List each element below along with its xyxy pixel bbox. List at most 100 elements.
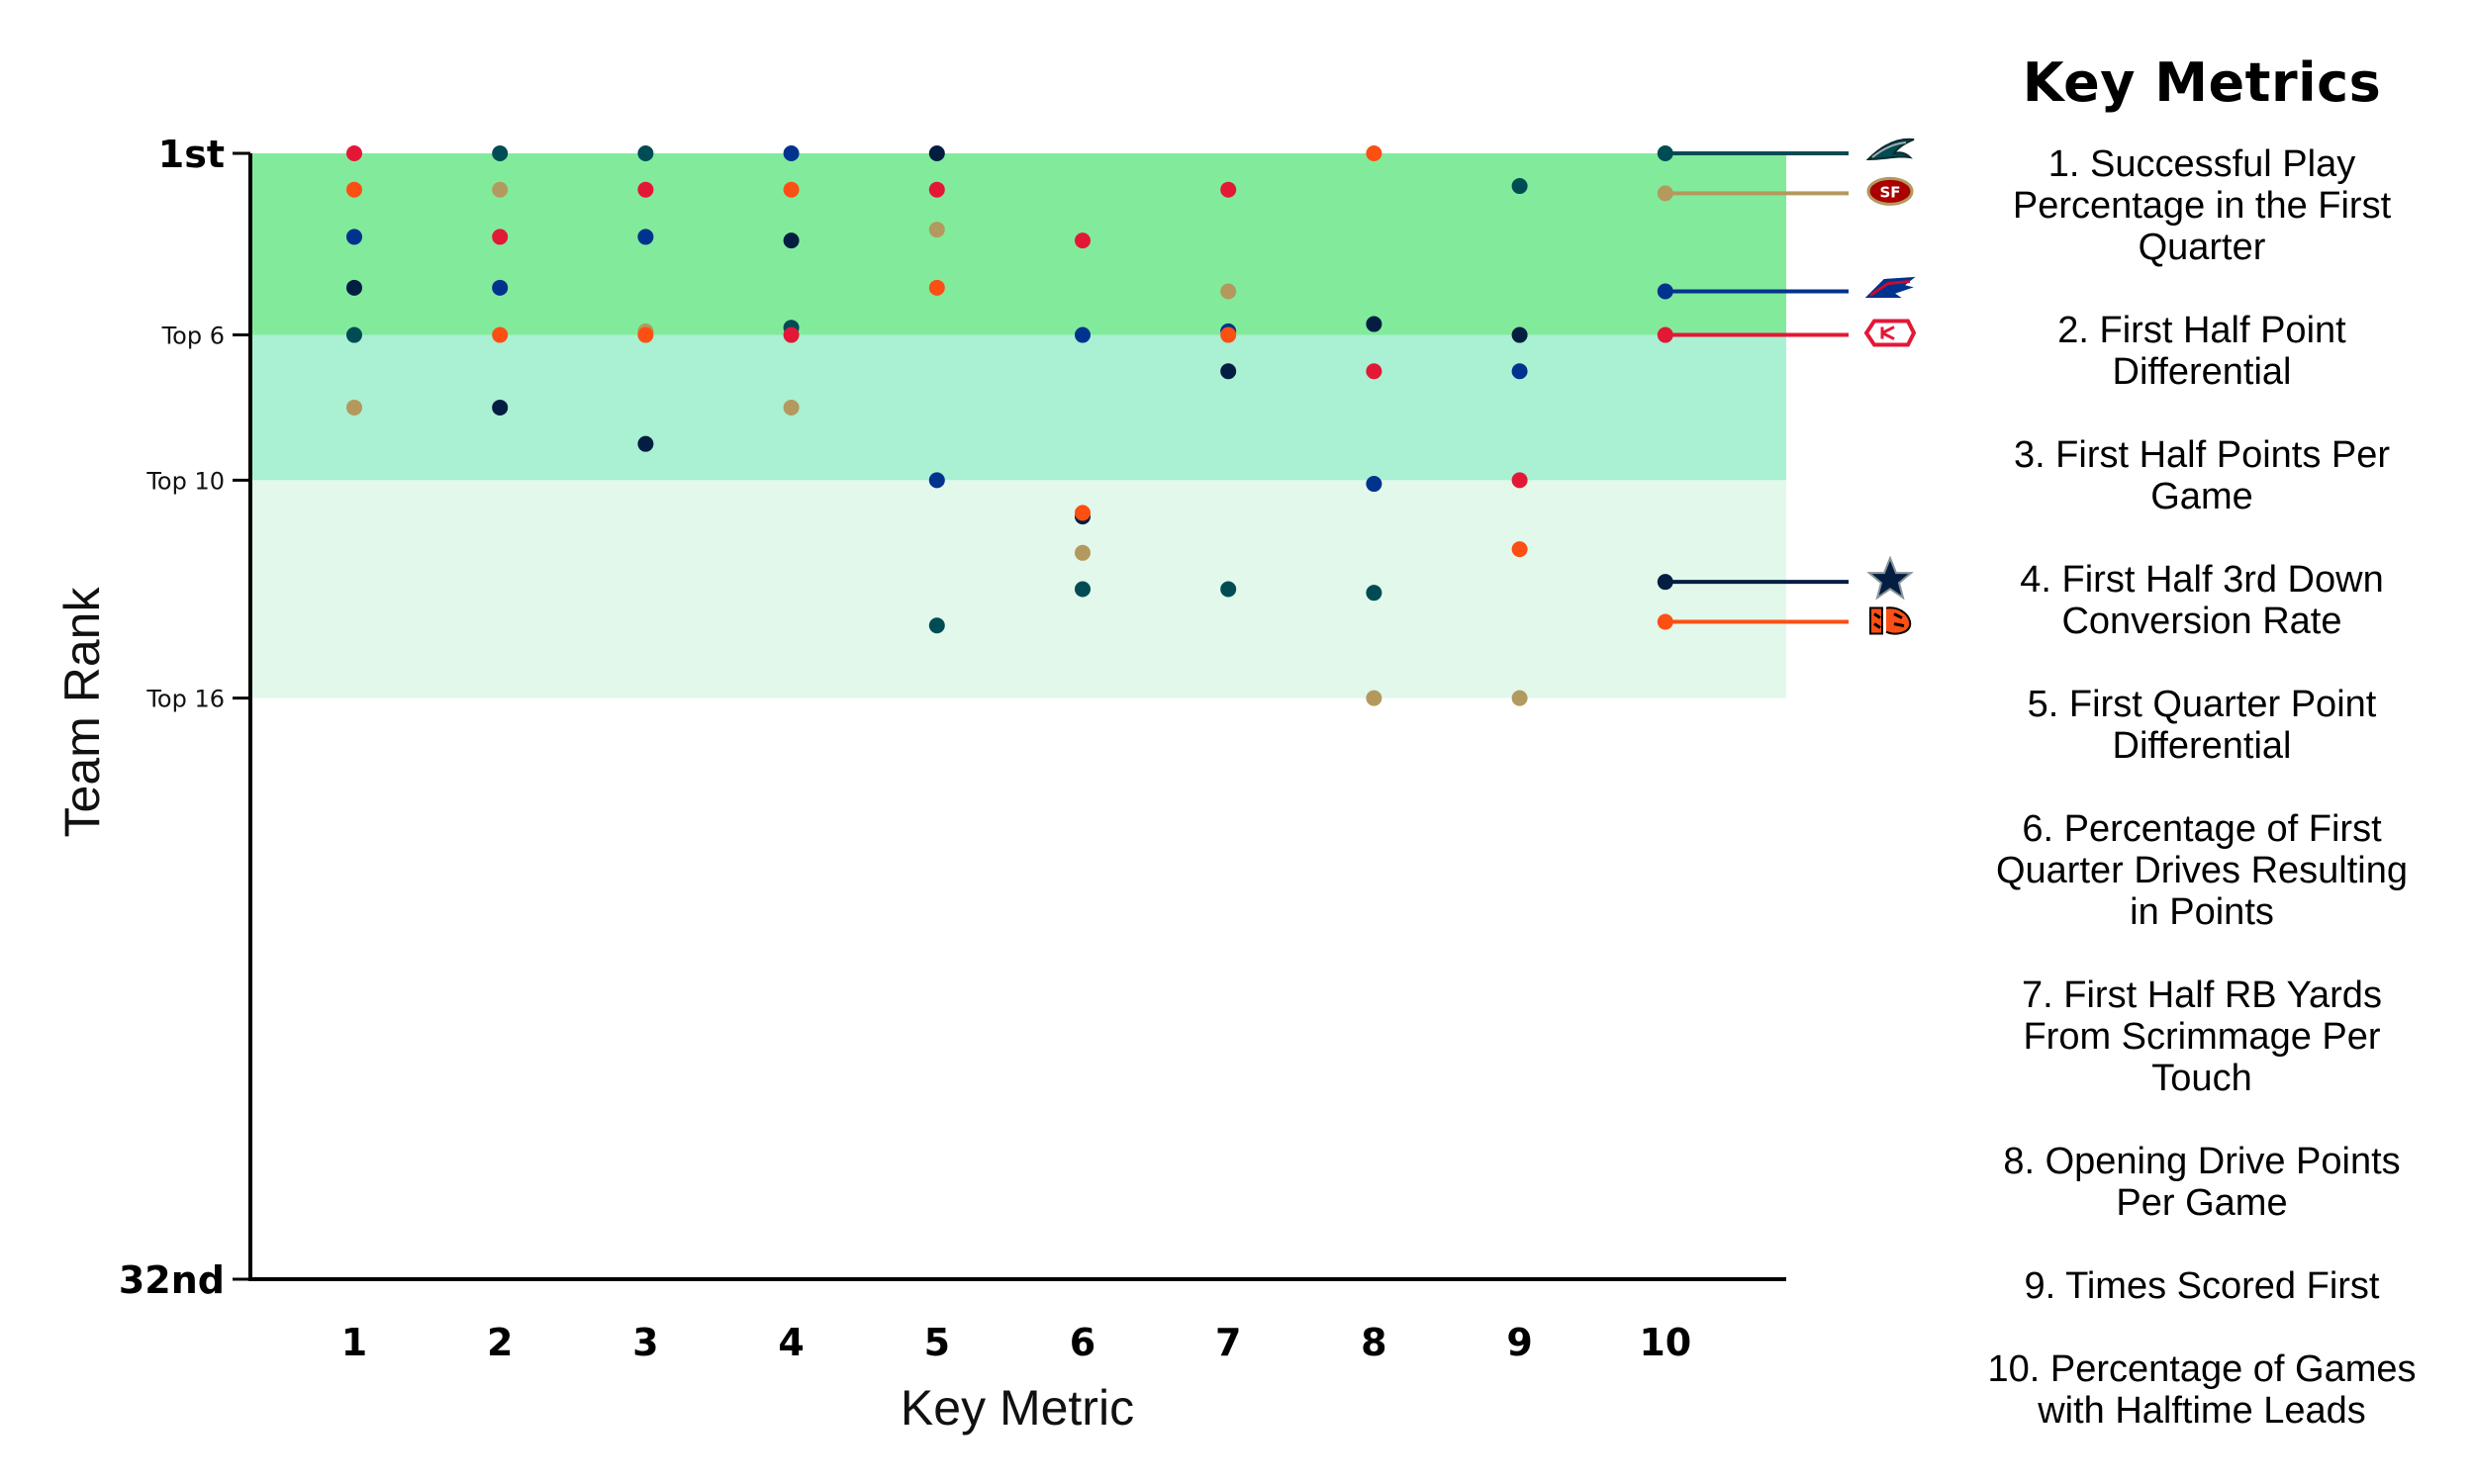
data-point bbox=[928, 279, 945, 296]
49ers-logo-icon: SF bbox=[1866, 176, 1914, 206]
data-point bbox=[1220, 581, 1237, 598]
data-point bbox=[1657, 145, 1673, 161]
x-tick-label: 9 bbox=[1506, 1321, 1532, 1364]
data-points bbox=[346, 145, 1673, 706]
x-tick-label: 1 bbox=[341, 1321, 367, 1364]
data-point bbox=[1511, 363, 1528, 380]
y-axis-ticks: 1st Top 6 Top 10 Top 16 32nd bbox=[119, 133, 250, 1302]
data-point bbox=[1366, 690, 1382, 706]
data-point bbox=[346, 279, 362, 296]
y-tick-label: Top 10 bbox=[145, 467, 225, 495]
y-tick-label: Top 16 bbox=[145, 686, 225, 713]
data-point bbox=[637, 181, 654, 198]
x-tick-label: 6 bbox=[1070, 1321, 1095, 1364]
data-point bbox=[492, 181, 509, 198]
data-point bbox=[1511, 472, 1528, 489]
data-point bbox=[1657, 185, 1673, 202]
y-axis-title: Team Rank bbox=[54, 587, 110, 838]
y-tick-label: Top 6 bbox=[161, 323, 225, 350]
bengals-logo-icon bbox=[1869, 606, 1912, 635]
data-point bbox=[1511, 326, 1528, 343]
key-metric-item: 6. Percentage of First Quarter Drives Re… bbox=[1995, 808, 2409, 933]
x-tick-label: 8 bbox=[1361, 1321, 1386, 1364]
data-point bbox=[1075, 581, 1091, 598]
data-point bbox=[1366, 316, 1382, 332]
key-metrics-list: 1. Successful Play Percentage in the Fir… bbox=[1969, 143, 2434, 1432]
data-point bbox=[1075, 232, 1091, 249]
data-point bbox=[1366, 585, 1382, 602]
data-point bbox=[492, 326, 509, 343]
key-metric-item: 2. First Half Point Differential bbox=[2057, 310, 2346, 393]
y-tick-label: 1st bbox=[158, 133, 225, 176]
rank-band-3 bbox=[250, 480, 1786, 698]
data-point bbox=[1657, 613, 1673, 630]
data-point bbox=[783, 145, 800, 161]
eagles-logo-icon bbox=[1865, 138, 1915, 161]
data-point bbox=[1511, 541, 1528, 558]
bills-logo-icon bbox=[1864, 276, 1916, 298]
data-point bbox=[637, 435, 654, 452]
rank-band-1 bbox=[250, 153, 1786, 335]
y-tick-label: 32nd bbox=[119, 1258, 225, 1302]
key-metrics-title: Key Metrics bbox=[2022, 51, 2382, 114]
data-point bbox=[928, 145, 945, 161]
data-point bbox=[1366, 145, 1382, 161]
data-point bbox=[1220, 283, 1237, 300]
data-point bbox=[1511, 690, 1528, 706]
cowboys-logo-icon bbox=[1866, 555, 1914, 601]
x-axis-ticks: 1 2 3 4 5 6 7 8 9 10 bbox=[341, 1321, 1691, 1364]
data-point bbox=[346, 229, 362, 245]
rank-bands bbox=[250, 153, 1786, 698]
data-point bbox=[1220, 326, 1237, 343]
key-metric-item: 8. Opening Drive Points Per Game bbox=[2003, 1141, 2401, 1224]
key-metric-item: 5. First Quarter Point Differential bbox=[2027, 684, 2377, 767]
x-tick-label: 5 bbox=[924, 1321, 950, 1364]
data-point bbox=[1511, 178, 1528, 195]
data-point bbox=[783, 181, 800, 198]
data-point bbox=[637, 326, 654, 343]
chiefs-logo-icon bbox=[1863, 319, 1917, 347]
data-point bbox=[1657, 326, 1673, 343]
data-point bbox=[928, 617, 945, 634]
key-metric-item: 1. Successful Play Percentage in the Fir… bbox=[2012, 143, 2392, 268]
data-point bbox=[783, 399, 800, 416]
rank-band-2 bbox=[250, 334, 1786, 481]
key-metrics-panel: Key Metrics 1. Successful Play Percentag… bbox=[1969, 40, 2434, 1473]
data-point bbox=[346, 326, 362, 343]
data-point bbox=[637, 229, 654, 245]
svg-text:SF: SF bbox=[1879, 183, 1900, 201]
data-point bbox=[1366, 476, 1382, 493]
data-point bbox=[346, 145, 362, 161]
data-point bbox=[1366, 363, 1382, 380]
data-point bbox=[637, 145, 654, 161]
key-metric-item: 10. Percentage of Games with Halftime Le… bbox=[1987, 1348, 2417, 1432]
data-point bbox=[492, 399, 509, 416]
x-tick-label: 4 bbox=[778, 1321, 804, 1364]
data-point bbox=[492, 229, 509, 245]
data-point bbox=[1075, 544, 1091, 561]
data-point bbox=[1075, 505, 1091, 521]
x-tick-label: 10 bbox=[1639, 1321, 1691, 1364]
data-point bbox=[492, 279, 509, 296]
data-point bbox=[928, 181, 945, 198]
team-connector-lines bbox=[1665, 151, 1849, 624]
data-point bbox=[783, 326, 800, 343]
data-point bbox=[928, 472, 945, 489]
data-point bbox=[346, 399, 362, 416]
data-point bbox=[928, 222, 945, 238]
key-metric-item: 4. First Half 3rd Down Conversion Rate bbox=[2020, 559, 2384, 642]
data-point bbox=[1220, 181, 1237, 198]
data-point bbox=[1220, 363, 1237, 380]
x-tick-label: 3 bbox=[632, 1321, 658, 1364]
key-metric-item: 9. Times Scored First bbox=[2024, 1265, 2380, 1307]
team-logos: SF bbox=[1863, 138, 1917, 635]
data-point bbox=[346, 181, 362, 198]
x-tick-label: 7 bbox=[1215, 1321, 1241, 1364]
data-point bbox=[783, 232, 800, 249]
x-axis-title: Key Metric bbox=[901, 1380, 1134, 1436]
key-metric-item: 7. First Half RB Yards From Scrimmage Pe… bbox=[2022, 974, 2382, 1099]
data-point bbox=[1075, 326, 1091, 343]
data-point bbox=[1657, 283, 1673, 300]
key-metric-item: 3. First Half Points Per Game bbox=[2013, 434, 2391, 517]
